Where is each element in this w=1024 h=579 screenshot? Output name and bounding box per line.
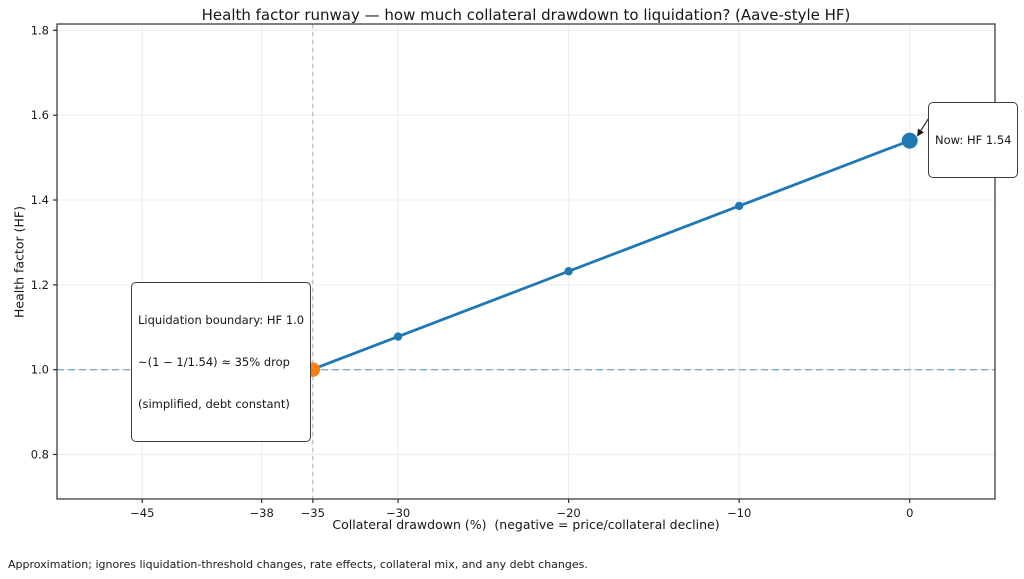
now-point bbox=[901, 132, 918, 149]
y-tick-label: 1.6 bbox=[31, 108, 49, 122]
y-tick-label: 1.8 bbox=[31, 23, 49, 37]
x-tick-label: −30 bbox=[386, 506, 410, 520]
y-axis-label: Health factor (HF) bbox=[11, 206, 27, 318]
now-annotation: Now: HF 1.54 bbox=[928, 102, 1019, 178]
x-tick-label: −20 bbox=[556, 506, 580, 520]
data-point bbox=[564, 267, 573, 276]
x-tick-label: −38 bbox=[250, 506, 274, 520]
liquidation-annotation: Liquidation boundary: HF 1.0 ~(1 − 1/1.5… bbox=[131, 282, 312, 442]
chart-title: Health factor runway — how much collater… bbox=[201, 6, 851, 24]
data-point bbox=[734, 201, 744, 211]
x-tick-label: −45 bbox=[130, 506, 154, 520]
now-annotation-arrow bbox=[917, 115, 931, 137]
x-tick-label: 0 bbox=[906, 506, 913, 520]
data-point bbox=[393, 332, 403, 341]
footer-note: Approximation; ignores liquidation-thres… bbox=[8, 558, 588, 571]
y-tick-label: 1.4 bbox=[31, 193, 49, 207]
liquidation-annotation-line2: ~(1 − 1/1.54) ≈ 35% drop bbox=[138, 355, 290, 369]
x-tick-label: −35 bbox=[301, 506, 325, 520]
x-tick-label: −10 bbox=[727, 506, 751, 520]
y-tick-label: 0.8 bbox=[31, 447, 49, 461]
now-annotation-text: Now: HF 1.54 bbox=[935, 133, 1012, 147]
liquidation-annotation-line1: Liquidation boundary: HF 1.0 bbox=[138, 313, 305, 327]
x-axis-label: Collateral drawdown (%) (negative = pric… bbox=[332, 517, 720, 532]
y-tick-label: 1.2 bbox=[31, 278, 49, 292]
axes-frame bbox=[56, 23, 996, 500]
y-tick-label: 1.0 bbox=[31, 363, 49, 377]
liquidation-annotation-line3: (simplified, debt constant) bbox=[138, 397, 290, 411]
